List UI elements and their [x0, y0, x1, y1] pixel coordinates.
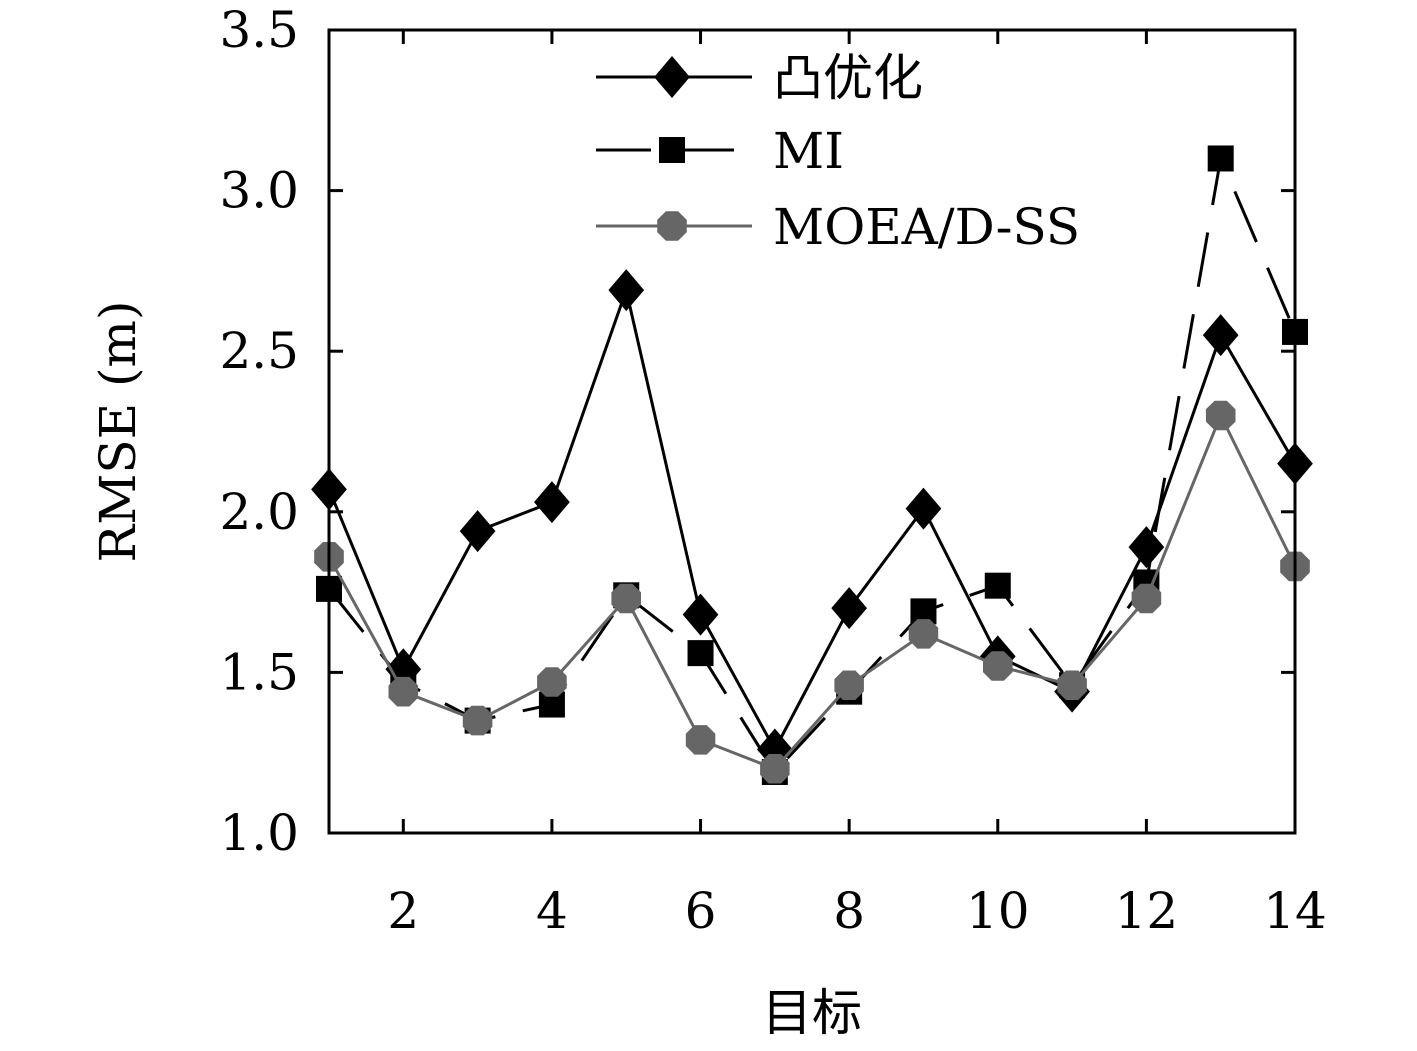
data-point: [1131, 583, 1162, 614]
data-point: [462, 705, 493, 736]
data-point: [1057, 670, 1087, 700]
data-point: [1128, 526, 1165, 569]
legend: 凸优化 MI MOEA/D-SS: [596, 49, 1080, 256]
x-tick-label: 4: [536, 882, 568, 940]
data-point: [537, 667, 567, 697]
data-point: [611, 583, 641, 614]
x-tick-label: 12: [1115, 882, 1179, 940]
data-point: [1202, 314, 1239, 357]
data-point: [984, 572, 1011, 599]
data-point: [831, 587, 868, 630]
data-point: [834, 670, 864, 700]
y-tick-label: 3.5: [219, 1, 299, 59]
data-point: [682, 593, 719, 636]
x-tick-label: 2: [387, 882, 419, 940]
series-circle: [314, 400, 1310, 784]
series-diamond: [311, 269, 1313, 771]
y-tick-label: 1.0: [219, 804, 299, 862]
y-tick-label: 3.0: [219, 162, 299, 220]
data-point: [983, 651, 1013, 681]
y-tick-label: 1.5: [219, 643, 299, 701]
legend-marker: [657, 211, 687, 241]
x-tick-label: 6: [685, 882, 717, 940]
data-point: [908, 619, 939, 649]
data-point: [685, 725, 716, 755]
y-tick-label: 2.0: [219, 483, 299, 541]
data-point: [687, 640, 714, 667]
legend-label: 凸优化: [773, 49, 923, 107]
data-point: [459, 510, 496, 553]
data-point: [1205, 400, 1236, 431]
x-tick-label: 8: [833, 882, 865, 940]
series-layer: [311, 145, 1313, 785]
legend-marker: [654, 56, 690, 98]
legend-label: MOEA/D-SS: [773, 198, 1080, 256]
data-point: [534, 481, 570, 524]
plot-frame: [327, 28, 1297, 835]
x-tick-label: 14: [1263, 882, 1327, 940]
legend-label: MI: [773, 122, 844, 180]
data-point: [1207, 145, 1234, 172]
y-tick-label: 2.5: [219, 322, 299, 380]
ticks-layer: 1.0 1.5 2.0 2.5 3.0 3.5 2 4 6 8 10 12 14: [219, 1, 1326, 940]
legend-marker: [659, 137, 685, 163]
data-point: [905, 487, 942, 530]
y-axis-title: RMSE (m): [89, 301, 147, 563]
data-point: [760, 754, 790, 784]
data-point: [608, 269, 645, 312]
x-tick-label: 10: [966, 882, 1030, 940]
x-axis-title: 目标: [762, 984, 862, 1042]
data-point: [388, 676, 419, 707]
